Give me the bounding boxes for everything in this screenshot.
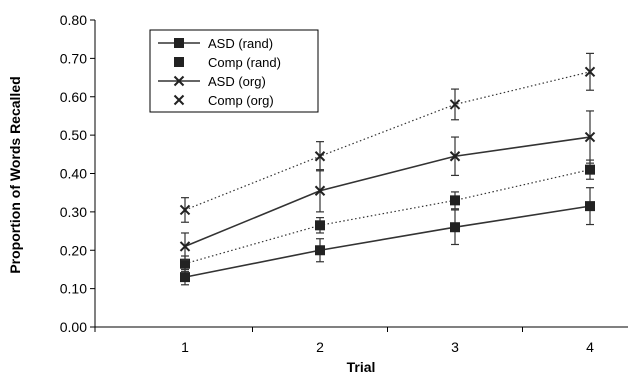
legend-item: Comp (org) [173,93,274,108]
data-point [584,131,596,143]
legend-label: ASD (org) [208,74,266,89]
marker-stroke [449,99,461,110]
legend-item: ASD (org) [158,74,266,89]
data-point [314,185,326,196]
marker-stroke [314,185,326,196]
marker-stroke [584,66,596,78]
marker-stroke [584,131,596,143]
marker-stroke [173,94,185,106]
legend-item: ASD (rand) [158,36,273,51]
y-tick-label: 0.30 [60,204,87,220]
marker-stroke [179,241,191,252]
legend-label: Comp (rand) [208,55,281,70]
data-point [179,241,191,252]
data-point [449,99,461,110]
data-point [179,204,191,216]
data-point [450,222,460,233]
series-2 [180,159,595,272]
series-line [184,136,591,248]
series-line [184,169,591,265]
data-point [585,164,595,175]
x-tick-label: 1 [181,339,189,355]
x-tick-label: 3 [451,339,459,355]
y-tick-label: 0.10 [60,281,87,297]
legend-item: Comp (rand) [174,55,281,70]
legend-swatch-marker [173,94,185,106]
x-tick-label: 2 [316,339,324,355]
marker-stroke [179,204,191,216]
data-point [585,201,595,212]
legend-swatch-marker [174,38,184,48]
y-axis-title: Proportion of Words Recalled [7,76,23,273]
marker-stroke [314,151,326,162]
data-point [180,272,190,283]
data-point [180,258,190,269]
series-4 [179,52,596,223]
data-point [450,195,460,206]
series-3 [179,110,596,261]
y-tick-label: 0.70 [60,50,87,66]
series-line [184,205,591,278]
series-line [184,71,591,211]
y-tick-label: 0.20 [60,242,87,258]
y-tick-label: 0.60 [60,89,87,105]
legend-label: Comp (org) [208,93,274,108]
data-point [315,245,325,256]
marker-stroke [449,151,461,162]
x-axis-title: Trial [347,359,376,375]
y-tick-label: 0.50 [60,127,87,143]
legend-label: ASD (rand) [208,36,273,51]
data-point [315,220,325,231]
legend-swatch-marker [174,57,184,67]
x-axis-ticks: 1 2 3 4 [94,327,594,355]
legend-swatch-marker [173,75,185,87]
y-tick-label: 0.40 [60,166,87,182]
legend: ASD (rand) Comp (rand) ASD (org) Comp (org) [149,29,319,113]
y-tick-label: 0.00 [60,319,87,335]
y-tick-label: 0.80 [60,12,87,28]
data-point [449,151,461,162]
data-point [584,66,596,78]
series-1 [180,187,595,286]
plot-area [179,52,596,286]
y-axis-ticks: 0.00 0.10 0.20 0.30 0.40 0.50 0.60 0.70 0.80 [60,12,95,335]
data-point [314,151,326,162]
marker-stroke [173,75,185,87]
x-tick-label: 4 [586,339,594,355]
